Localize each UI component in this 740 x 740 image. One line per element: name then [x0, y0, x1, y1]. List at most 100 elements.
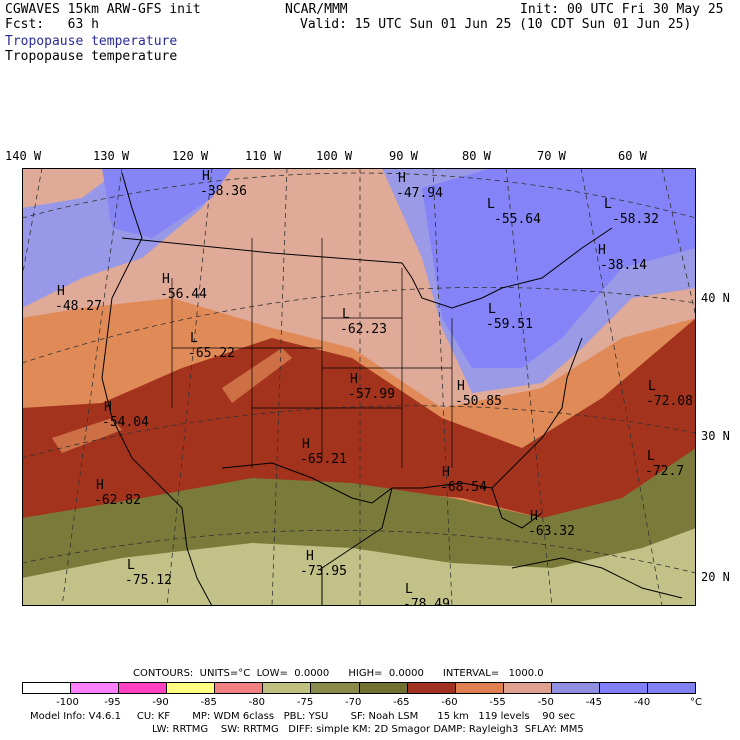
legend-tick-label: °C [690, 697, 702, 708]
lon-label: 110 W [245, 149, 282, 163]
extremum-value: -72.7 [645, 464, 684, 479]
lon-label: 100 W [316, 149, 353, 163]
extremum-value: -56.44 [160, 287, 207, 302]
extremum-marker: H [57, 284, 65, 299]
extremum-value: -50.85 [455, 394, 502, 409]
extrema-labels: H -38.36 H -47.94 L -55.64 L -58.32 H -3… [55, 169, 693, 606]
field-name-secondary: Tropopause temperature [5, 49, 178, 64]
legend-tick-label: -80 [248, 697, 266, 708]
physics-info: LW: RRTMG SW: RRTMG DIFF: simple KM: 2D … [152, 724, 584, 735]
extremum-marker: H [202, 169, 210, 184]
extremum-value: -73.95 [300, 564, 347, 579]
longitude-line [61, 168, 123, 606]
extremum-marker: H [598, 243, 606, 258]
lon-label: 140 W [5, 149, 42, 163]
contours-info: CONTOURS: UNITS=°C LOW= 0.0000 HIGH= 0.0… [133, 668, 544, 679]
longitude-line [580, 168, 663, 606]
extremum-value: -72.08 [646, 394, 693, 409]
legend-swatch [599, 683, 649, 693]
legend-swatch [263, 683, 312, 693]
lat-label: 40 N [701, 291, 730, 305]
extremum-value: -54.04 [102, 415, 149, 430]
lon-label: 60 W [618, 149, 647, 163]
longitude-line [22, 168, 43, 280]
legend-tick-label: -40 [633, 697, 651, 708]
shading-minus45-east [422, 168, 696, 368]
legend-tick-label: -45 [585, 697, 603, 708]
legend-swatch [359, 683, 408, 693]
legend-swatch [455, 683, 504, 693]
lon-label: 130 W [93, 149, 130, 163]
extremum-marker: H [398, 171, 406, 186]
extremum-value: -57.99 [348, 387, 395, 402]
legend-tick-label: -65 [393, 697, 410, 708]
legend-tick-label: -50 [537, 697, 554, 708]
init-time: Init: 00 UTC Fri 30 May 25 [520, 2, 724, 17]
extremum-value: -59.51 [486, 317, 533, 332]
extremum-marker: L [127, 558, 135, 573]
valid-time: Valid: 15 UTC Sun 01 Jun 25 (10 CDT Sun … [300, 17, 692, 32]
extremum-marker: L [648, 379, 656, 394]
legend-swatch [167, 683, 216, 693]
extremum-marker: H [457, 379, 465, 394]
east-coast [491, 337, 583, 529]
shading-streak [52, 418, 122, 453]
legend-tick-label: -90 [152, 697, 169, 708]
color-legend [22, 682, 696, 694]
legend-swatch [407, 683, 456, 693]
model-info: Model Info: V4.6.1 CU: KF MP: WDM 6class… [30, 711, 576, 722]
shading-minus65 [22, 318, 696, 538]
extremum-value: -65.22 [188, 346, 235, 361]
extremum-marker: H [442, 465, 450, 480]
legend-swatch [551, 683, 600, 693]
extremum-value: -78.49 [403, 597, 450, 606]
great-lakes-border [411, 227, 613, 309]
extremum-marker: L [604, 197, 612, 212]
extremum-value: -38.36 [200, 184, 247, 199]
extremum-marker: H [104, 400, 112, 415]
extremum-value: -63.32 [528, 524, 575, 539]
extremum-marker: H [530, 509, 538, 524]
coastlines [101, 172, 683, 606]
legend-swatch [648, 683, 696, 693]
legend-swatch [23, 683, 72, 693]
org-label: NCAR/MMM [285, 2, 348, 17]
legend-tick-label: -70 [345, 697, 362, 708]
legend-swatch [311, 683, 360, 693]
west-coast [101, 172, 213, 606]
extremum-value: -75.12 [125, 573, 172, 588]
longitude-line [661, 168, 696, 319]
map-frame [22, 168, 696, 606]
us-mexico-gulf-border [221, 462, 493, 504]
legend-tick-label: -85 [200, 697, 217, 708]
lat-label: 20 N [701, 570, 730, 584]
extremum-marker: H [350, 372, 358, 387]
extremum-value: -38.14 [600, 258, 647, 273]
extremum-marker: H [302, 437, 310, 452]
extremum-marker: H [162, 272, 170, 287]
extremum-value: -58.32 [612, 212, 659, 227]
longitude-line [166, 168, 213, 606]
shading-streak [222, 348, 292, 403]
extremum-value: -55.64 [494, 212, 541, 227]
us-canada-border [121, 237, 413, 279]
longitude-line [505, 168, 553, 606]
lon-label: 70 W [537, 149, 566, 163]
extremum-value: -47.94 [396, 186, 443, 201]
legend-tick-label: -75 [296, 697, 314, 708]
state-borders [171, 238, 453, 468]
extremum-marker: L [405, 582, 413, 597]
extremum-value: -68.54 [440, 480, 487, 495]
legend-swatch [503, 683, 552, 693]
legend-swatch [119, 683, 168, 693]
latitude-line-40n [22, 287, 696, 364]
graticule [22, 168, 696, 606]
legend-swatch [215, 683, 264, 693]
lon-label: 90 W [389, 149, 418, 163]
shading-minus45-west [102, 168, 232, 238]
lon-label: 80 W [462, 149, 491, 163]
extremum-value: -62.23 [340, 322, 387, 337]
extremum-marker: H [306, 549, 314, 564]
extremum-value: -62.82 [94, 493, 141, 508]
legend-tick-label: -95 [104, 697, 121, 708]
